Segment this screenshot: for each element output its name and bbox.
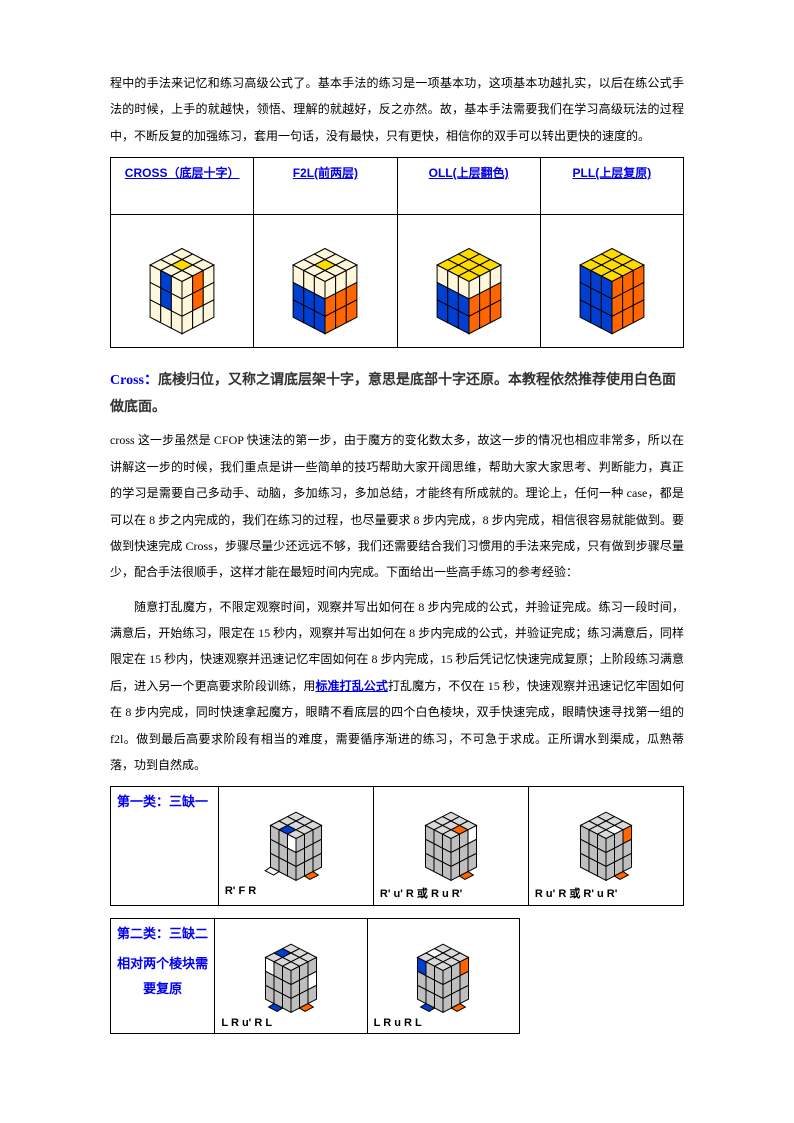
case1-formula1: R' F R (225, 885, 367, 897)
case2-formula1: L R u' R L (221, 1017, 360, 1029)
case1-cube2 (380, 793, 522, 881)
pll-header-link[interactable]: PLL(上层复原) (573, 166, 652, 180)
case1-cube1 (225, 793, 367, 881)
case1-formula3: R u' R 或 R' u R' (535, 885, 677, 901)
f2l-header-link[interactable]: F2L(前两层) (293, 166, 358, 180)
pll-cube-cell (540, 215, 683, 348)
case1-table: 第一类：三缺一 R' F R R' u' R 或 R u R' R u' R 或… (110, 786, 684, 906)
oll-cube-cell (397, 215, 540, 348)
scramble-formula-link[interactable]: 标准打乱公式 (315, 679, 388, 693)
case2-label: 第二类：三缺二 (117, 923, 208, 942)
case2-formula2: L R u R L (374, 1017, 513, 1029)
case2-sub: 相对两个棱块需要复原 (117, 952, 208, 1001)
case1-formula2: R' u' R 或 R u R' (380, 885, 522, 901)
oll-header-link[interactable]: OLL(上层翻色) (429, 166, 509, 180)
case2-table: 第二类：三缺二 相对两个棱块需要复原 L R u' R L L R u R L (110, 918, 520, 1034)
case2-cube1 (221, 925, 360, 1013)
cross-para1: cross 这一步虽然是 CFOP 快速法的第一步，由于魔方的变化数太多，故这一… (110, 427, 684, 585)
cross-cube-cell (111, 215, 254, 348)
case1-label: 第一类：三缺一 (117, 794, 208, 809)
case1-cube3 (535, 793, 677, 881)
f2l-cube-cell (254, 215, 397, 348)
case2-cube2 (374, 925, 513, 1013)
cross-header-link[interactable]: CROSS（底层十字） (125, 166, 240, 180)
cfop-table: CROSS（底层十字） F2L(前两层) OLL(上层翻色) PLL(上层复原) (110, 157, 684, 348)
cross-section-title: Cross：底棱归位，又称之谓底层架十字，意思是底部十字还原。本教程依然推荐使用… (110, 368, 684, 421)
intro-text: 程中的手法来记忆和练习高级公式了。基本手法的练习是一项基本功，这项基本功越扎实，… (110, 70, 684, 149)
cross-para2: 随意打乱魔方，不限定观察时间，观察并写出如何在 8 步内完成的公式，并验证完成。… (110, 594, 684, 779)
